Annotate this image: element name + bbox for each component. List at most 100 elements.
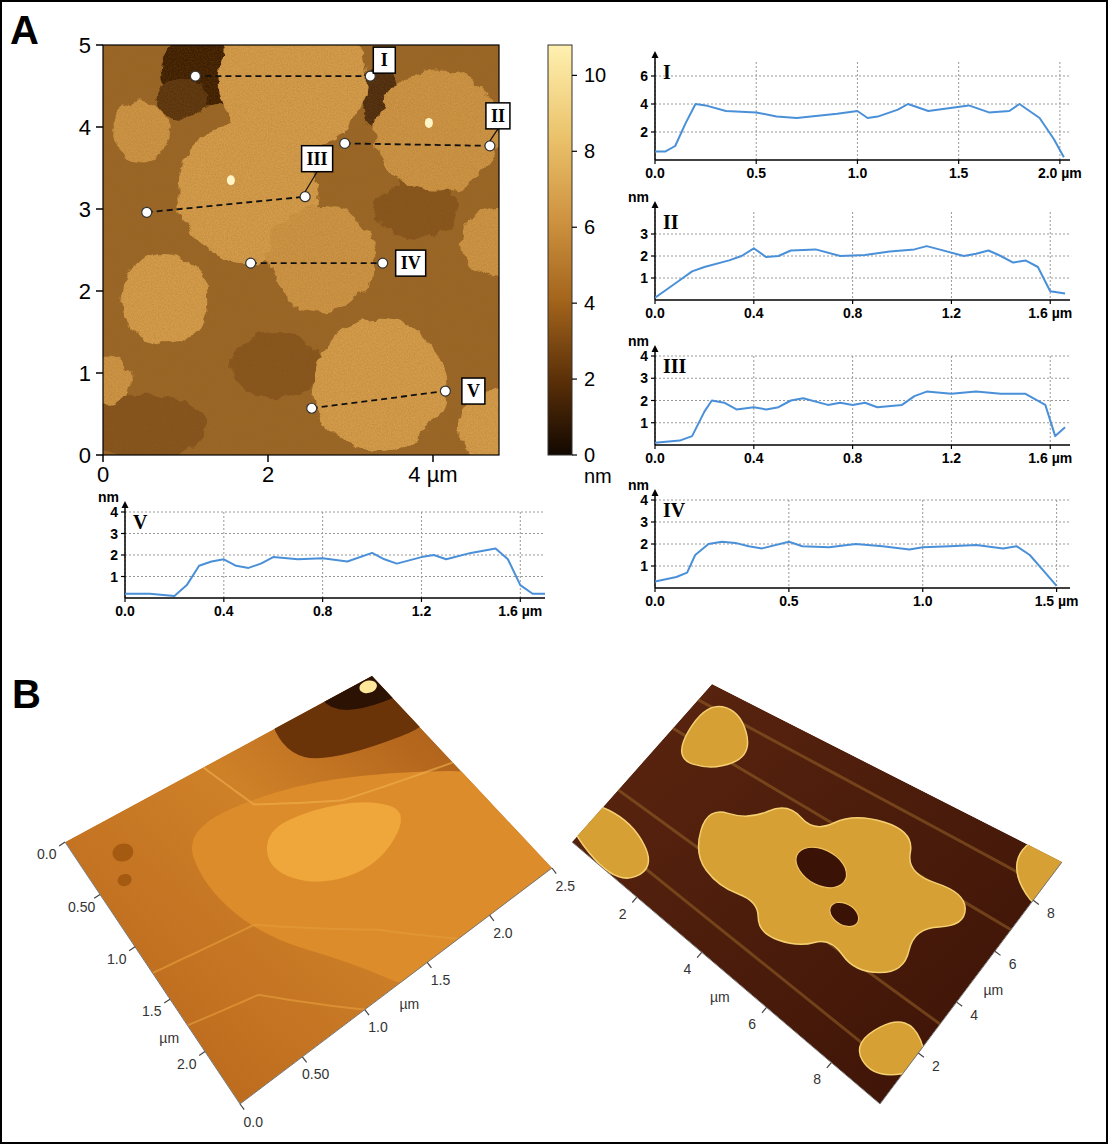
terrace	[192, 771, 572, 983]
grid-line	[753, 356, 754, 445]
tick	[1056, 588, 1057, 592]
axis-arrow	[652, 201, 659, 208]
profile-end	[340, 138, 350, 148]
tick	[654, 445, 655, 449]
tick-label: 3	[640, 370, 648, 386]
grid-line	[655, 566, 1070, 567]
figure-border	[1, 1, 1107, 1143]
tick-label: 0.4	[214, 603, 234, 619]
tick-label: 4	[970, 1007, 978, 1023]
colorbar-tick	[572, 151, 577, 152]
tick	[96, 454, 103, 456]
tick-label: 6	[748, 1016, 756, 1032]
tick-label: 0.0	[645, 305, 665, 321]
tick	[651, 400, 655, 401]
profile-label: I	[381, 50, 388, 70]
tick-label: 0	[79, 443, 91, 468]
tick	[96, 290, 103, 292]
tick	[651, 255, 655, 256]
plot-area	[655, 104, 1064, 157]
plot-area	[655, 392, 1065, 443]
tick-label: 1.6 µm	[1028, 305, 1072, 321]
tick	[96, 208, 103, 210]
tick	[164, 999, 170, 1003]
connector	[305, 172, 317, 192]
axis-title: nm	[628, 333, 649, 349]
tick-label: 3	[640, 514, 648, 530]
tick-label: 2	[932, 1058, 940, 1074]
tick	[651, 233, 655, 234]
profile-end	[440, 386, 450, 396]
axis-title: µm	[983, 982, 1003, 998]
tick-label: 2	[640, 124, 648, 140]
gold-domain	[859, 1022, 923, 1075]
tick	[240, 1104, 244, 1110]
y-axis	[654, 54, 656, 160]
profile-label: IV	[401, 253, 421, 273]
grid-line	[655, 76, 1070, 77]
tick	[267, 455, 269, 462]
tick-label: 1.5	[431, 972, 451, 988]
tick-label: 1.5	[949, 165, 969, 181]
tick	[922, 588, 923, 592]
grid-line	[1059, 62, 1060, 160]
terrace	[267, 802, 401, 882]
chart-title: IV	[663, 499, 686, 521]
profile-end	[485, 141, 495, 151]
tick-label: 0.50	[302, 1066, 329, 1082]
tick-label: 0.4	[744, 450, 764, 466]
colorbar-tick	[572, 303, 577, 304]
chart-title: II	[663, 211, 679, 233]
tick	[490, 915, 494, 921]
tick-label: 4	[640, 348, 648, 364]
tick-label: 3	[79, 197, 91, 222]
plot-area	[655, 542, 1057, 586]
axis-title: µm	[399, 996, 419, 1012]
grid-line	[655, 132, 1070, 133]
profile-label-box	[396, 250, 426, 276]
tick-label: 0.8	[843, 305, 863, 321]
gold-domain	[699, 808, 966, 973]
profile-label-box	[373, 47, 395, 73]
connector	[490, 129, 498, 141]
tick-label: 4	[79, 115, 91, 140]
tick	[651, 378, 655, 379]
tick	[995, 951, 1001, 955]
tick-label: 4	[684, 961, 692, 977]
tick	[1059, 160, 1060, 164]
panel-letter: B	[12, 672, 41, 716]
tick-label: 0.5	[779, 593, 799, 609]
tick	[129, 947, 135, 951]
tick	[322, 598, 323, 602]
grid-line	[655, 500, 1070, 501]
colorbar-label: 6	[584, 216, 595, 238]
tick	[951, 445, 952, 449]
profile-end	[190, 71, 200, 81]
tick-label: 0.0	[37, 846, 57, 862]
tick-label: 2	[619, 906, 627, 922]
profile-curve	[125, 549, 545, 596]
colorbar	[548, 45, 572, 455]
colorbar-label: 0	[584, 444, 595, 466]
tick-label: 4	[640, 96, 648, 112]
tick	[651, 131, 655, 132]
profile-end	[378, 258, 388, 268]
axis-title: nm	[628, 189, 649, 205]
tick	[199, 1052, 205, 1056]
tick	[121, 554, 125, 555]
profile-curve	[655, 246, 1065, 298]
tick	[1033, 900, 1039, 904]
tick	[958, 160, 959, 164]
profile-line	[147, 197, 305, 213]
tick	[651, 355, 655, 356]
colorbar-label: 4	[584, 292, 595, 314]
tick	[651, 103, 655, 104]
tick-label: 1.6 µm	[498, 603, 542, 619]
tick	[365, 1010, 369, 1016]
tick-label: 1	[640, 270, 648, 286]
tick	[651, 543, 655, 544]
tick	[852, 300, 853, 304]
tick-label: 4	[110, 504, 118, 520]
tick-label: 1.5	[142, 1003, 162, 1019]
gold-domain	[1017, 840, 1077, 906]
